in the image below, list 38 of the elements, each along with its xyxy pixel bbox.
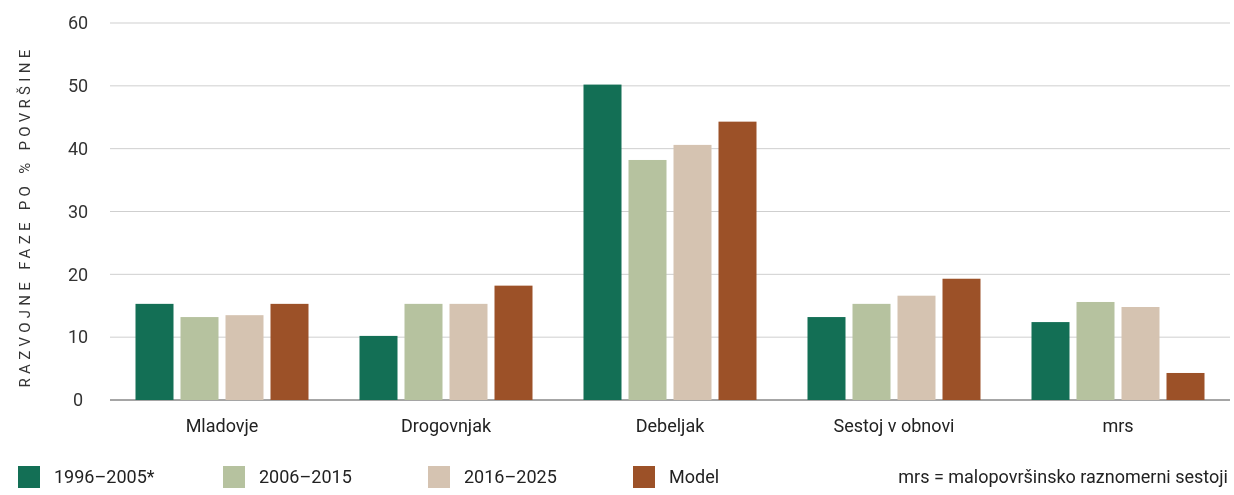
bar	[852, 303, 891, 400]
bar	[270, 303, 309, 400]
y-tick-label: 50	[67, 75, 89, 97]
y-tick-label: 30	[67, 200, 89, 222]
bar	[583, 84, 622, 400]
legend-label: 2016–2025	[464, 466, 557, 488]
y-tick-label: 20	[67, 263, 89, 285]
x-tick-label: Sestoj v obnovi	[833, 415, 955, 436]
x-tick-label: Debeljak	[635, 415, 706, 436]
bar	[135, 303, 174, 400]
y-tick-label: 40	[67, 137, 89, 159]
bar	[1076, 301, 1115, 400]
legend-label: Model	[669, 466, 720, 488]
legend-label: 1996–2005*	[54, 466, 155, 488]
text: mrs = malopovršinsko raznomerni sestoji	[898, 466, 1228, 488]
bar	[1121, 307, 1160, 400]
bar	[225, 315, 264, 400]
bar	[942, 278, 981, 400]
bar	[1166, 372, 1205, 400]
bar	[180, 317, 219, 400]
y-tick-label: 10	[67, 326, 89, 348]
bar	[449, 303, 488, 400]
bar	[359, 335, 398, 400]
x-tick-label: Drogovnjak	[400, 415, 492, 436]
bar	[897, 295, 936, 400]
bar	[1031, 322, 1070, 400]
bar	[628, 159, 667, 400]
bar	[718, 121, 757, 400]
legend-label: 2006–2015	[259, 466, 352, 488]
y-tick-label: 0	[72, 389, 84, 411]
y-axis-title: RAZVOJNE FAZE PO % POVRŠINE	[16, 45, 34, 388]
bar	[673, 144, 712, 400]
bar	[404, 303, 443, 400]
bar	[494, 285, 533, 400]
y-tick-label: 60	[67, 12, 89, 34]
bar	[807, 317, 846, 400]
x-tick-label: Mladovje	[185, 415, 259, 436]
x-tick-label: mrs	[1102, 415, 1134, 436]
